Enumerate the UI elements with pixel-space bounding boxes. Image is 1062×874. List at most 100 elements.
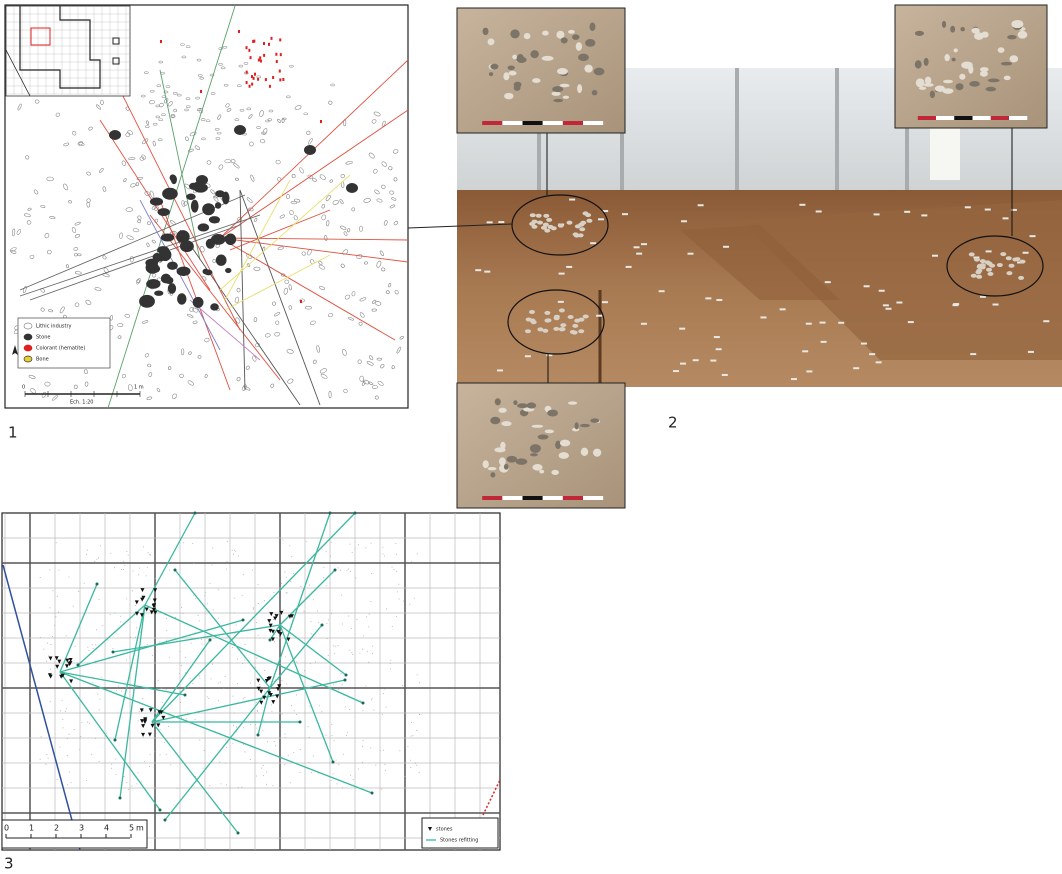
refit-panel: 0 1 2 3 4 5 m stones Stones refitting xyxy=(1,511,501,851)
refit-line xyxy=(29,224,241,301)
stone-marker xyxy=(256,678,261,683)
find-point xyxy=(315,661,317,663)
stone xyxy=(923,83,934,87)
find-point xyxy=(235,726,237,728)
lithic xyxy=(262,128,268,135)
scale-label: 0 xyxy=(4,824,9,833)
lithic xyxy=(224,159,232,164)
stone xyxy=(530,320,537,325)
stone xyxy=(524,329,531,334)
find-point xyxy=(295,694,297,696)
find-tag xyxy=(1043,320,1050,323)
lithic xyxy=(319,174,326,180)
lithic xyxy=(371,308,377,312)
find-point xyxy=(327,654,329,656)
stone-marker xyxy=(147,732,152,737)
stone xyxy=(969,80,980,87)
stone xyxy=(215,254,227,266)
colorant xyxy=(282,77,285,81)
scale-segment xyxy=(542,121,563,125)
scale-segment xyxy=(583,121,604,125)
stone-marker xyxy=(278,632,283,637)
find-point xyxy=(355,662,357,664)
stone-marker xyxy=(277,684,282,689)
find-point xyxy=(126,782,128,784)
lithic xyxy=(141,154,146,160)
lithic xyxy=(277,118,282,123)
find-point xyxy=(114,567,116,569)
find-point xyxy=(232,695,234,697)
find-tag xyxy=(633,246,640,249)
find-point xyxy=(180,606,182,608)
lithic xyxy=(46,176,54,182)
lithic xyxy=(307,174,314,179)
find-tag xyxy=(715,348,722,351)
find-point xyxy=(361,761,363,763)
find-point xyxy=(244,659,246,661)
refit-line xyxy=(114,604,146,741)
lithic xyxy=(239,109,245,112)
stone xyxy=(562,95,570,99)
lithic xyxy=(40,205,46,208)
lithic xyxy=(299,298,305,303)
find-point xyxy=(318,621,320,623)
find-point xyxy=(337,645,339,647)
scale-segment xyxy=(562,121,583,125)
find-point xyxy=(307,726,309,728)
stone xyxy=(580,447,589,457)
find-point xyxy=(154,578,156,580)
find-point xyxy=(206,696,208,698)
refit-end xyxy=(344,673,348,677)
find-point xyxy=(277,679,279,681)
find-point xyxy=(115,774,117,776)
lithic xyxy=(279,214,285,219)
stone xyxy=(190,199,199,213)
stone xyxy=(512,54,518,60)
lithic xyxy=(155,115,161,119)
tent-opening xyxy=(930,120,960,180)
colorant xyxy=(263,53,266,57)
find-tag xyxy=(710,359,717,362)
lithic xyxy=(372,168,378,174)
find-tag xyxy=(625,265,632,268)
stone xyxy=(487,467,497,471)
panel-label: 2 xyxy=(668,414,678,432)
lithic xyxy=(255,343,260,348)
legend-label: Stones refitting xyxy=(440,838,478,844)
find-point xyxy=(390,668,392,670)
lithic xyxy=(388,166,393,171)
scale-unit: m xyxy=(136,824,144,833)
lithic xyxy=(16,229,22,235)
stone-marker xyxy=(151,608,156,613)
find-point xyxy=(335,759,337,761)
lithic xyxy=(389,204,395,209)
find-point xyxy=(211,564,213,566)
stone xyxy=(540,225,547,230)
lithic xyxy=(206,160,212,165)
find-point xyxy=(209,583,211,585)
lithic xyxy=(130,183,136,188)
lithic xyxy=(277,246,284,251)
find-tag xyxy=(904,210,911,213)
find-point xyxy=(263,600,265,602)
stone xyxy=(569,330,576,335)
lithic xyxy=(373,111,381,117)
find-tag xyxy=(705,297,712,300)
stone xyxy=(971,27,980,34)
lithic xyxy=(197,355,202,359)
find-point xyxy=(365,547,367,549)
find-point xyxy=(244,696,246,698)
find-point xyxy=(372,645,374,647)
stone-marker xyxy=(152,598,157,603)
lithic xyxy=(368,152,375,159)
lithic xyxy=(214,128,220,131)
find-point xyxy=(233,549,235,551)
find-point xyxy=(389,662,391,664)
find-point xyxy=(138,567,140,569)
find-point xyxy=(234,632,236,634)
refit-end xyxy=(268,638,272,642)
find-point xyxy=(411,561,413,563)
lithic xyxy=(340,263,345,268)
find-point xyxy=(223,687,225,689)
find-point xyxy=(54,624,56,626)
